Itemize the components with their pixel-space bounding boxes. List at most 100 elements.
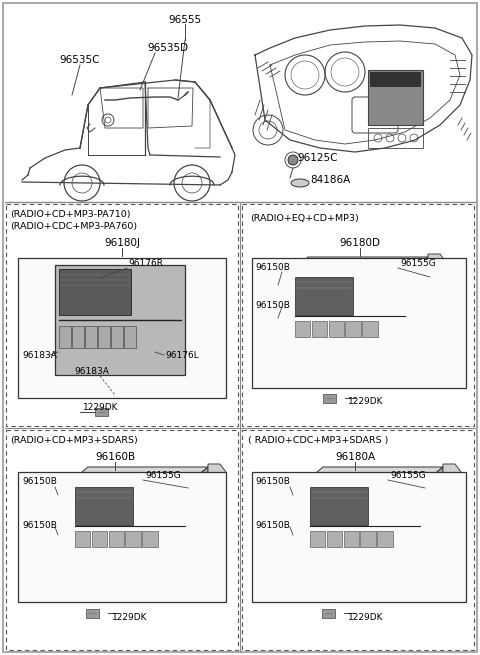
Polygon shape [290,257,428,272]
Bar [75,487,132,525]
Polygon shape [86,609,99,618]
Polygon shape [410,257,428,357]
Circle shape [288,545,302,559]
Bar [85,326,97,348]
Bar [295,277,353,315]
Bar [124,326,136,348]
Polygon shape [443,464,461,562]
Polygon shape [20,270,40,320]
Bar [242,430,474,650]
Bar [59,326,71,348]
Bar [310,487,368,525]
Circle shape [273,335,287,348]
Circle shape [374,90,382,98]
Bar [329,322,344,337]
Bar [108,531,124,547]
Bar [72,326,84,348]
Bar [344,531,359,547]
Text: 96183A: 96183A [22,350,57,360]
Circle shape [374,102,382,110]
Circle shape [386,78,394,86]
Bar [252,472,466,602]
Text: ( RADIO+CDC+MP3+SDARS ): ( RADIO+CDC+MP3+SDARS ) [248,436,388,445]
Circle shape [288,155,298,165]
Polygon shape [187,270,207,320]
Bar [92,531,107,547]
Text: 96150B: 96150B [255,521,290,529]
Text: 84186A: 84186A [310,175,350,185]
Circle shape [58,339,68,349]
Circle shape [53,531,67,544]
Text: 96183A: 96183A [74,367,109,377]
Text: (RADIO+EQ+CD+MP3): (RADIO+EQ+CD+MP3) [250,214,359,223]
Text: 96180D: 96180D [339,238,381,248]
Circle shape [386,102,394,110]
Polygon shape [190,467,208,567]
Polygon shape [425,467,443,567]
Circle shape [288,531,302,544]
Polygon shape [185,265,187,378]
Text: 96150B: 96150B [22,521,57,529]
Text: 1229DK: 1229DK [348,398,384,407]
Bar [242,204,474,426]
Text: 96535D: 96535D [147,43,189,53]
Text: (RADIO+CD+MP3-PA710): (RADIO+CD+MP3-PA710) [10,210,131,219]
Circle shape [273,320,287,334]
Text: 1229DK: 1229DK [348,612,384,622]
Polygon shape [323,394,336,403]
Bar [59,269,131,315]
Text: 96155G: 96155G [390,470,426,479]
Text: (RADIO+CDC+MP3-PA760): (RADIO+CDC+MP3-PA760) [10,223,137,231]
Circle shape [53,545,67,559]
Polygon shape [428,254,446,352]
Bar [125,531,141,547]
Polygon shape [305,482,425,567]
Circle shape [398,90,406,98]
Circle shape [374,78,382,86]
Polygon shape [208,464,226,562]
Text: 96150B: 96150B [22,477,57,487]
Text: 96150B: 96150B [255,477,290,487]
Bar [75,531,90,547]
Bar [370,72,420,86]
Bar [111,326,123,348]
Bar [142,531,157,547]
Text: 96180A: 96180A [335,452,375,462]
Text: 96555: 96555 [168,15,202,25]
Bar [368,128,423,148]
Ellipse shape [291,179,309,187]
Text: 1229DK: 1229DK [112,612,147,622]
Bar [362,322,377,337]
Text: 96176L: 96176L [165,350,199,360]
Polygon shape [290,272,410,357]
Circle shape [386,90,394,98]
Polygon shape [95,408,108,416]
Text: 96150B: 96150B [255,263,290,272]
Text: 96176R: 96176R [128,259,163,267]
Polygon shape [70,467,208,482]
Text: 96180J: 96180J [104,238,140,248]
Bar [346,322,360,337]
Text: 96160B: 96160B [95,452,135,462]
Text: 96535C: 96535C [60,55,100,65]
Polygon shape [322,609,335,618]
Polygon shape [70,482,190,567]
Bar [6,204,238,426]
Text: 96155G: 96155G [145,470,181,479]
Bar [310,531,325,547]
Bar [312,322,327,337]
Text: 1229DK: 1229DK [83,403,119,413]
Circle shape [398,102,406,110]
Bar [360,531,376,547]
Polygon shape [305,467,443,482]
Bar [295,322,310,337]
Bar [98,326,110,348]
Bar [18,258,226,398]
Bar [55,265,185,375]
Bar [327,531,342,547]
Circle shape [398,78,406,86]
Bar [377,531,393,547]
Text: 96150B: 96150B [255,301,290,310]
Text: 96155G: 96155G [400,259,436,267]
Bar [18,472,226,602]
